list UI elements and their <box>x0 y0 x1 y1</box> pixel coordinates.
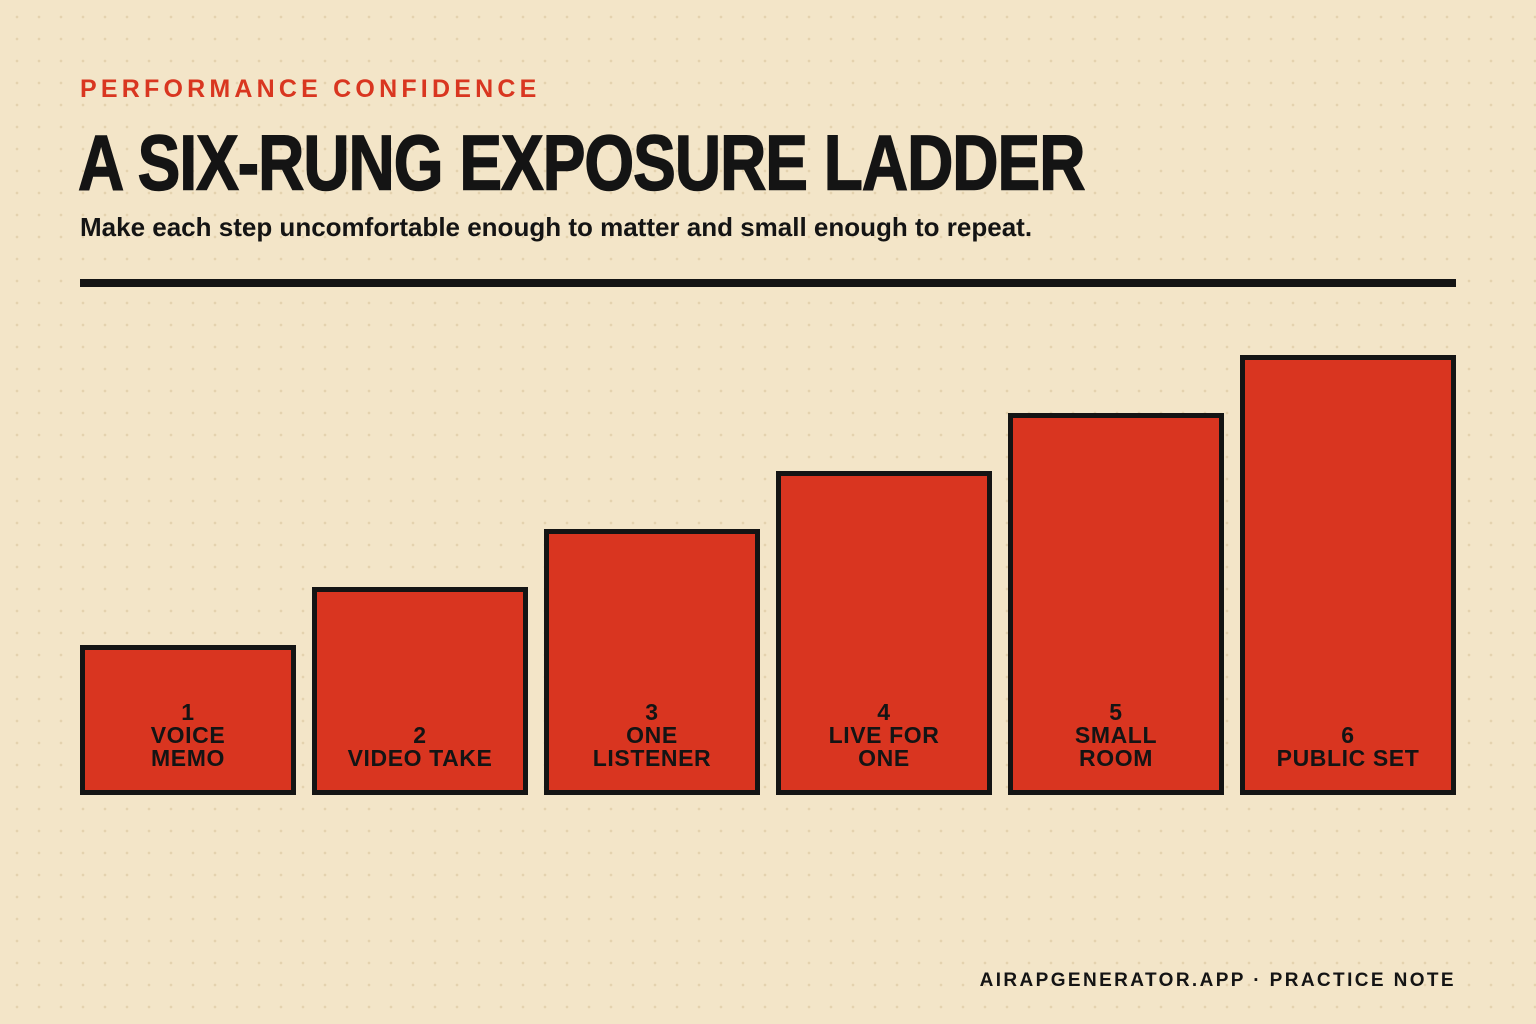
rung-number: 3 <box>645 699 659 725</box>
rung-label: SMALL ROOM <box>1074 722 1158 771</box>
ladder-rung-4: 4 LIVE FOR ONE <box>776 471 992 795</box>
rung-label: PUBLIC SET <box>1276 745 1420 771</box>
rung-label: ONE LISTENER <box>592 722 712 771</box>
rung-number: 6 <box>1341 722 1355 748</box>
rung-label: VOICE MEMO <box>150 722 226 771</box>
rung-label: VIDEO TAKE <box>347 745 493 771</box>
divider-rule <box>80 279 1456 287</box>
ladder-rung-5: 5 SMALL ROOM <box>1008 413 1224 795</box>
footer-credit: AIRAPGENERATOR.APP · PRACTICE NOTE <box>979 970 1456 991</box>
eyebrow-label: PERFORMANCE CONFIDENCE <box>80 75 541 103</box>
ladder-rung-6: 6 PUBLIC SET <box>1240 355 1456 795</box>
rung-number: 5 <box>1109 699 1123 725</box>
ladder-rung-2: 2 VIDEO TAKE <box>312 587 528 795</box>
rung-number: 4 <box>877 699 891 725</box>
page-subtitle: Make each step uncomfortable enough to m… <box>80 212 1033 242</box>
rung-number: 1 <box>181 699 195 725</box>
ladder-rung-3: 3 ONE LISTENER <box>544 529 760 795</box>
rung-label: LIVE FOR ONE <box>828 722 940 771</box>
ladder-rung-1: 1 VOICE MEMO <box>80 645 296 795</box>
page-title: A SIX-RUNG EXPOSURE LADDER <box>77 118 1086 207</box>
rung-number: 2 <box>413 722 427 748</box>
